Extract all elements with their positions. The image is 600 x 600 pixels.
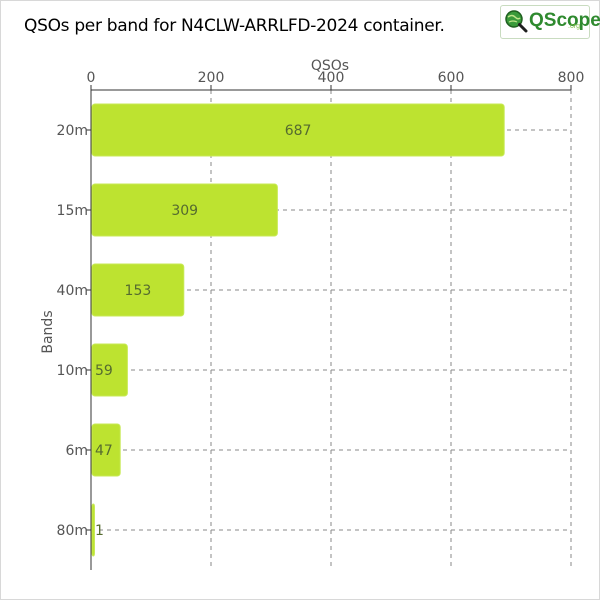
y-axis-title: Bands — [40, 310, 56, 353]
category-label: 10m — [57, 363, 88, 379]
x-tick-label: 0 — [87, 70, 96, 86]
bar-20m — [91, 103, 505, 157]
value-label: 59 — [95, 363, 113, 379]
category-label: 40m — [57, 283, 88, 299]
logo-text: QScope — [529, 10, 600, 31]
category-label: 6m — [65, 443, 88, 459]
value-label: 687 — [285, 123, 312, 139]
category-label: 15m — [57, 203, 88, 219]
value-label: 1 — [95, 523, 104, 539]
bar-10m — [91, 343, 128, 397]
value-label: 47 — [95, 443, 113, 459]
value-label: 309 — [171, 203, 198, 219]
x-tick-label: 800 — [558, 70, 585, 86]
x-tick-label: 600 — [438, 70, 465, 86]
x-axis-title: QSOs — [311, 58, 349, 74]
bars: 687 309 153 59 47 1 — [91, 103, 505, 557]
x-tick-label: 200 — [198, 70, 225, 86]
bar-40m — [91, 263, 185, 317]
category-label: 80m — [57, 523, 88, 539]
value-label: 153 — [125, 283, 152, 299]
bar-6m — [91, 423, 121, 477]
qscope-logo[interactable]: QScope .org — [500, 5, 600, 39]
category-label: 20m — [57, 123, 88, 139]
chart-title: QSOs per band for N4CLW-ARRLFD-2024 cont… — [24, 16, 445, 36]
magnifier-globe-icon — [505, 10, 528, 33]
x-tick-label: 400 — [318, 70, 345, 86]
axes: 0 200 400 600 800 20m 15m 40m 10m 6m 80m — [57, 70, 585, 570]
bar-80m — [91, 503, 95, 557]
bar-15m — [91, 183, 278, 237]
logo-suffix: .org — [568, 23, 581, 30]
grid-lines — [91, 90, 572, 570]
